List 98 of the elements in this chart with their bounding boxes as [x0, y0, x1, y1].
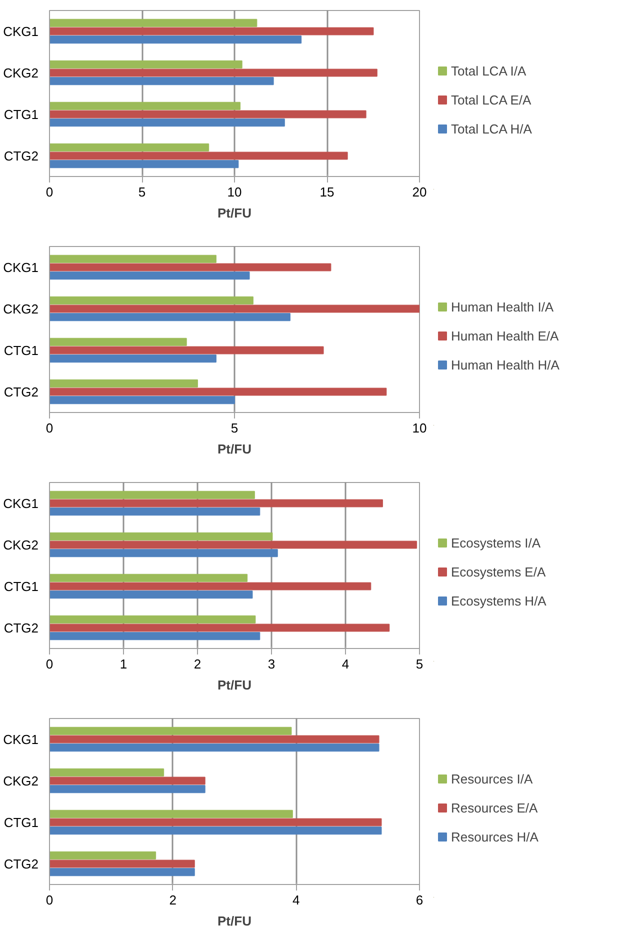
y-tick-label: CKG1: [3, 496, 39, 511]
x-tick-label: 3: [268, 656, 276, 672]
y-tick-label: CTG2: [4, 148, 38, 164]
x-axis-title: Pt/FU: [218, 442, 252, 456]
bar: [50, 346, 324, 354]
bar: [50, 582, 372, 590]
y-tick-label: CKG1: [3, 732, 39, 747]
x-tick-label: 2: [169, 892, 176, 908]
legend-label: Ecosystems E/A: [451, 564, 546, 579]
bar: [50, 532, 273, 540]
bar: [50, 110, 366, 118]
bar: [50, 851, 156, 860]
legend-label: Human Health H/A: [451, 357, 560, 372]
bar: [50, 624, 390, 632]
x-axis-title: Pt/FU: [218, 914, 252, 928]
bar: [50, 868, 195, 876]
bar: [50, 590, 253, 599]
y-tick-label: CKG2: [3, 537, 39, 552]
x-axis-title: Pt/FU: [218, 678, 252, 692]
bar: [50, 726, 292, 735]
x-tick-label: 15: [320, 184, 334, 200]
bar: [50, 296, 254, 304]
x-tick-label: 10: [412, 420, 427, 436]
bar: [50, 60, 242, 68]
bar: [50, 68, 378, 77]
legend-label: Human Health I/A: [451, 299, 554, 314]
bar: [50, 379, 198, 388]
bar: [50, 810, 293, 818]
x-axis-title: Pt/FU: [218, 206, 252, 220]
bar: [50, 574, 248, 582]
legend-label: Resources I/A: [451, 771, 533, 786]
bar: [50, 36, 302, 44]
bar: [50, 143, 210, 152]
bar: [50, 826, 382, 835]
x-tick-label: 0: [46, 184, 54, 200]
bar: [50, 785, 206, 794]
x-tick-label: 5: [138, 184, 146, 200]
bar: [50, 499, 383, 508]
y-tick-label: CKG2: [3, 301, 39, 316]
x-tick-label: 5: [416, 656, 424, 672]
bar: [50, 388, 387, 396]
legend-label: Ecosystems I/A: [451, 535, 541, 550]
x-tick-label: 10: [227, 184, 242, 200]
x-tick-label: 20: [412, 184, 427, 200]
bar: [50, 396, 235, 404]
bar: [50, 818, 382, 826]
bar: [50, 508, 260, 516]
bar: [50, 272, 250, 280]
legend-label: Total LCA E/A: [451, 92, 532, 107]
legend-label: Resources H/A: [451, 829, 538, 844]
bar: [50, 18, 258, 27]
bar: [50, 632, 260, 640]
legend-label: Total LCA H/A: [451, 121, 532, 136]
bar: [50, 263, 332, 272]
legend-label: Ecosystems H/A: [451, 593, 546, 608]
bar: [50, 118, 285, 127]
x-tick-label: 0: [46, 656, 54, 672]
y-tick-label: CKG2: [3, 65, 39, 80]
x-tick-label: 5: [230, 420, 238, 436]
bar: [50, 304, 420, 313]
bar: [50, 776, 206, 785]
y-tick-label: CTG2: [4, 856, 38, 872]
bar: [50, 540, 418, 549]
bar: [50, 615, 256, 624]
y-tick-label: CTG2: [4, 384, 38, 400]
y-tick-label: CTG1: [4, 106, 38, 122]
bar: [50, 549, 278, 558]
y-tick-label: CTG1: [4, 342, 38, 358]
x-tick-label: 6: [416, 892, 424, 908]
bar: [50, 768, 164, 776]
legend-label: Resources E/A: [451, 800, 538, 815]
bar: [50, 77, 274, 86]
bar: [50, 735, 380, 744]
bar: [50, 490, 255, 499]
bar: [50, 102, 241, 110]
y-tick-label: CTG1: [4, 578, 38, 594]
x-tick-label: 0: [46, 892, 54, 908]
x-tick-label: 2: [194, 656, 202, 672]
y-tick-label: CTG1: [4, 814, 38, 830]
bar: [50, 254, 216, 263]
bar: [50, 27, 374, 36]
bar: [50, 860, 195, 868]
y-tick-label: CKG1: [3, 24, 39, 39]
x-tick-label: 1: [120, 656, 128, 672]
bar: [50, 152, 348, 160]
bar: [50, 313, 290, 322]
y-tick-label: CKG2: [3, 773, 39, 788]
bar: [50, 160, 239, 168]
x-tick-label: 4: [342, 656, 350, 672]
bar: [50, 354, 216, 363]
legend-label: Total LCA I/A: [451, 63, 526, 78]
legend-label: Human Health E/A: [451, 328, 559, 343]
bar: [50, 338, 187, 346]
x-tick-label: 4: [292, 892, 300, 908]
bar: [50, 744, 380, 752]
x-tick-label: 0: [46, 420, 54, 436]
y-tick-label: CTG2: [4, 620, 38, 636]
y-tick-label: CKG1: [3, 260, 39, 275]
